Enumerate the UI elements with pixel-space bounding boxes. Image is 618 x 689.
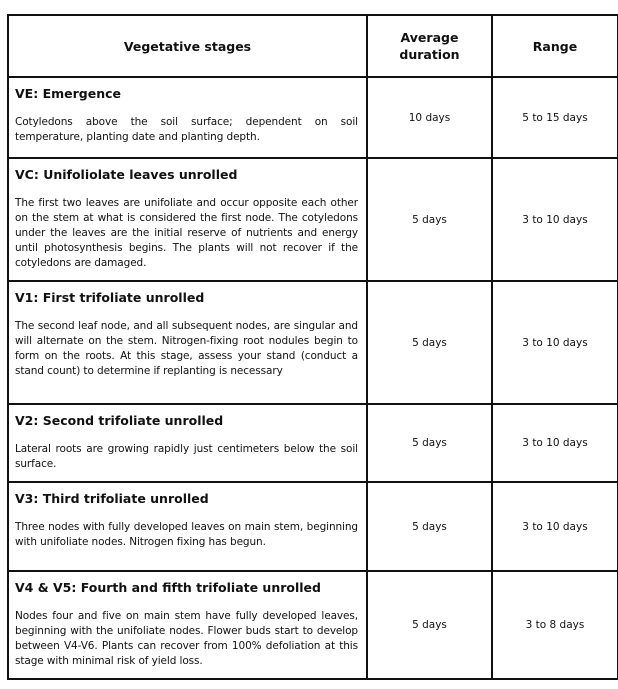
table-row: V4 & V5: Fourth and fifth trifoliate unr… [7,570,618,680]
table-row: V2: Second trifoliate unrolled Lateral ro… [7,403,618,483]
vegetative-stages-table: Vegetative stages Average duration Range… [7,14,618,680]
range-cell: 3 to 10 days [491,481,618,572]
stage-cell: VC: Unifoliolate leaves unrolled The firs… [7,157,368,282]
table-row: V1: First trifoliate unrolled The second … [7,280,618,405]
range-cell: 3 to 10 days [491,157,618,282]
duration-cell: 10 days [366,76,493,159]
duration-cell: 5 days [366,280,493,405]
stage-cell: V1: First trifoliate unrolled The second … [7,280,368,405]
range-cell: 3 to 10 days [491,403,618,483]
duration-cell: 5 days [366,570,493,680]
stage-description: The first two leaves are unifoliate and … [15,197,358,269]
stage-title: V4 & V5: Fourth and fifth trifoliate unr… [15,580,321,595]
table-row: VE: Emergence Cotyledons above the soil s… [7,76,618,159]
stage-title: V1: First trifoliate unrolled [15,290,205,305]
duration-cell: 5 days [366,481,493,572]
range-cell: 5 to 15 days [491,76,618,159]
stage-cell: VE: Emergence Cotyledons above the soil s… [7,76,368,159]
header-duration: Average duration [366,14,493,78]
table-row: VC: Unifoliolate leaves unrolled The firs… [7,157,618,282]
range-cell: 3 to 10 days [491,280,618,405]
stage-cell: V2: Second trifoliate unrolled Lateral ro… [7,403,368,483]
duration-cell: 5 days [366,157,493,282]
stage-title: V3: Third trifoliate unrolled [15,491,209,506]
stage-cell: V4 & V5: Fourth and fifth trifoliate unr… [7,570,368,680]
stage-description: Three nodes with fully developed leaves … [15,521,358,548]
header-duration-text: Average duration [399,30,460,62]
header-row: Vegetative stages Average duration Range [7,14,618,78]
stage-title: V2: Second trifoliate unrolled [15,413,224,428]
stage-description: The second leaf node, and all subsequent… [15,320,358,377]
range-cell: 3 to 8 days [491,570,618,680]
stage-description: Cotyledons above the soil surface; depen… [15,116,358,143]
stage-description: Lateral roots are growing rapidly just c… [15,443,358,470]
stage-title: VE: Emergence [15,86,121,101]
table-row: V3: Third trifoliate unrolled Three nodes… [7,481,618,572]
duration-cell: 5 days [366,403,493,483]
stage-title: VC: Unifoliolate leaves unrolled [15,167,238,182]
stage-cell: V3: Third trifoliate unrolled Three nodes… [7,481,368,572]
header-range: Range [491,14,618,78]
stage-description: Nodes four and five on main stem have fu… [15,610,358,667]
header-stage: Vegetative stages [7,14,368,78]
